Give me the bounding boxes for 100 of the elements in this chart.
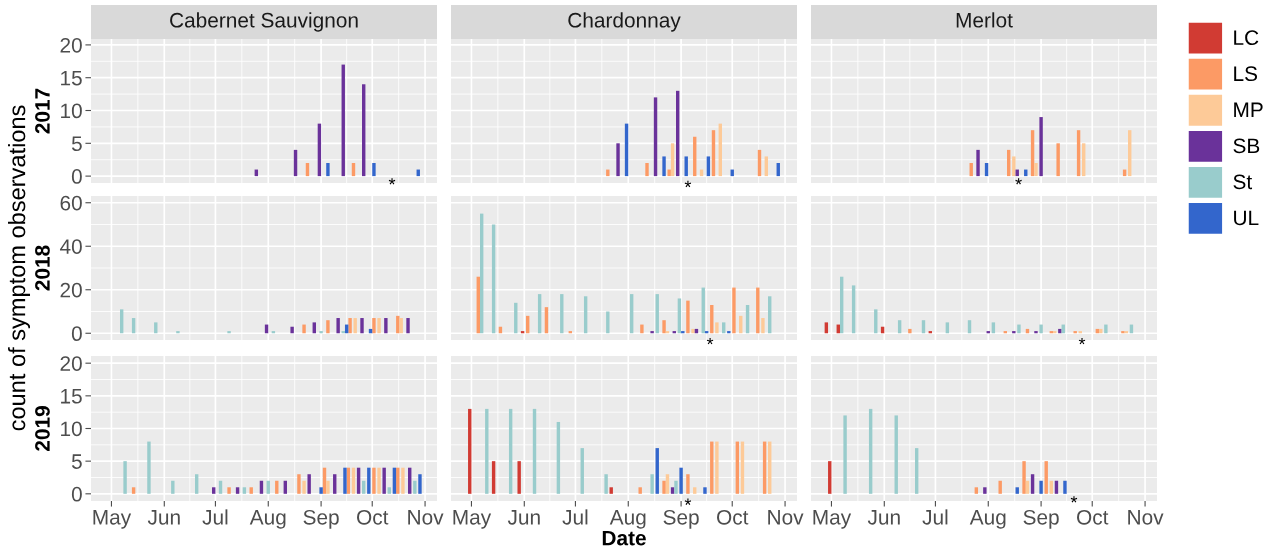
y-tick-label: 0	[71, 169, 82, 184]
x-tick-label: Nov	[768, 510, 804, 525]
bar	[307, 474, 311, 494]
x-tick-label: Sep	[1023, 509, 1059, 529]
y-tick-label: 0	[71, 486, 82, 502]
y-axis-title: 2019	[35, 406, 50, 451]
bar	[194, 474, 199, 494]
y-tick-label: 15	[61, 389, 82, 404]
bar	[640, 324, 644, 334]
bar	[650, 474, 654, 494]
x-tick-label: Nov	[408, 510, 444, 525]
bar	[908, 328, 912, 334]
x-axis-title: Date	[602, 530, 646, 546]
bar	[843, 415, 847, 494]
bar	[616, 143, 620, 177]
x-tick-label: Jun	[867, 510, 900, 525]
bar	[1056, 143, 1060, 177]
x-tick-label: Aug	[609, 510, 646, 529]
y-tick-label: 60	[60, 195, 82, 211]
bar	[756, 287, 760, 334]
bar	[382, 467, 386, 494]
bar	[367, 467, 371, 494]
bar	[715, 441, 719, 494]
bar	[384, 318, 388, 334]
bar	[131, 487, 136, 494]
bar	[333, 474, 337, 494]
bar	[372, 162, 376, 177]
chart-title: Merlot	[956, 12, 1013, 28]
legend-label: SB	[1233, 138, 1260, 154]
annotation: *	[1078, 338, 1086, 345]
bar	[401, 467, 405, 494]
bar	[638, 487, 642, 494]
bar	[681, 331, 685, 334]
bar	[297, 474, 301, 494]
bar	[732, 287, 736, 334]
y-axis-title: 2018	[35, 245, 50, 291]
bar	[1030, 474, 1035, 494]
y-tick-label: 5	[71, 136, 82, 152]
x-tick-label: Jul	[202, 509, 228, 525]
bar	[703, 487, 707, 494]
bar	[609, 487, 613, 494]
x-tick-label: Oct	[357, 509, 389, 525]
bar	[1039, 117, 1043, 177]
y-tick-label: 15	[61, 70, 82, 86]
x-tick-label: Oct	[1077, 509, 1109, 525]
bar	[1073, 331, 1077, 334]
bar	[249, 487, 253, 494]
bar	[604, 474, 608, 494]
y-tick-label: 40	[59, 239, 82, 254]
x-tick-label: Jun	[147, 510, 180, 525]
annotation: *	[1070, 496, 1078, 503]
bar	[302, 324, 306, 334]
bar	[727, 331, 731, 334]
bar	[686, 474, 690, 494]
bar	[691, 328, 695, 334]
bar	[645, 162, 649, 177]
y-tick-label: 20	[60, 282, 82, 298]
bar	[662, 320, 666, 334]
bar	[387, 487, 391, 494]
annotation: *	[684, 498, 692, 505]
bar	[684, 156, 688, 177]
x-tick-label: Aug	[249, 510, 286, 529]
bar	[1034, 162, 1038, 177]
text: count of symptom observations	[8, 105, 31, 431]
bar	[336, 318, 340, 334]
bar	[319, 487, 323, 494]
x-tick-label: May	[453, 510, 492, 529]
legend-label: St	[1233, 174, 1253, 190]
annotation: *	[388, 178, 396, 185]
bar	[679, 467, 683, 494]
legend-label: LC	[1234, 30, 1259, 46]
bar	[326, 162, 330, 177]
bar	[606, 169, 610, 177]
bar	[764, 156, 769, 177]
bar	[227, 487, 231, 494]
y-axis-title: 2017	[35, 88, 50, 134]
bar	[290, 326, 294, 334]
bar	[1022, 461, 1026, 494]
bar	[650, 331, 654, 334]
x-tick-label: Nov	[1128, 510, 1164, 525]
y-tick-label: 20	[60, 37, 82, 53]
bar	[693, 487, 697, 494]
bar	[517, 461, 521, 494]
bar	[1012, 331, 1016, 334]
bar	[212, 487, 216, 494]
bar	[176, 331, 180, 334]
x-tick-label: May	[93, 510, 132, 529]
bar	[348, 318, 352, 334]
legend-label: UL	[1234, 210, 1259, 226]
y-tick-label: 20	[60, 356, 82, 371]
bar	[665, 474, 670, 494]
x-tick-label: Jul	[562, 509, 588, 525]
x-tick-label: Jun	[507, 510, 540, 525]
bar	[1012, 156, 1016, 177]
bar	[1017, 324, 1021, 334]
x-tick-label: Sep	[663, 509, 699, 529]
bar	[319, 331, 323, 334]
bar	[123, 461, 127, 494]
bar	[360, 318, 364, 334]
bar	[1039, 324, 1043, 334]
